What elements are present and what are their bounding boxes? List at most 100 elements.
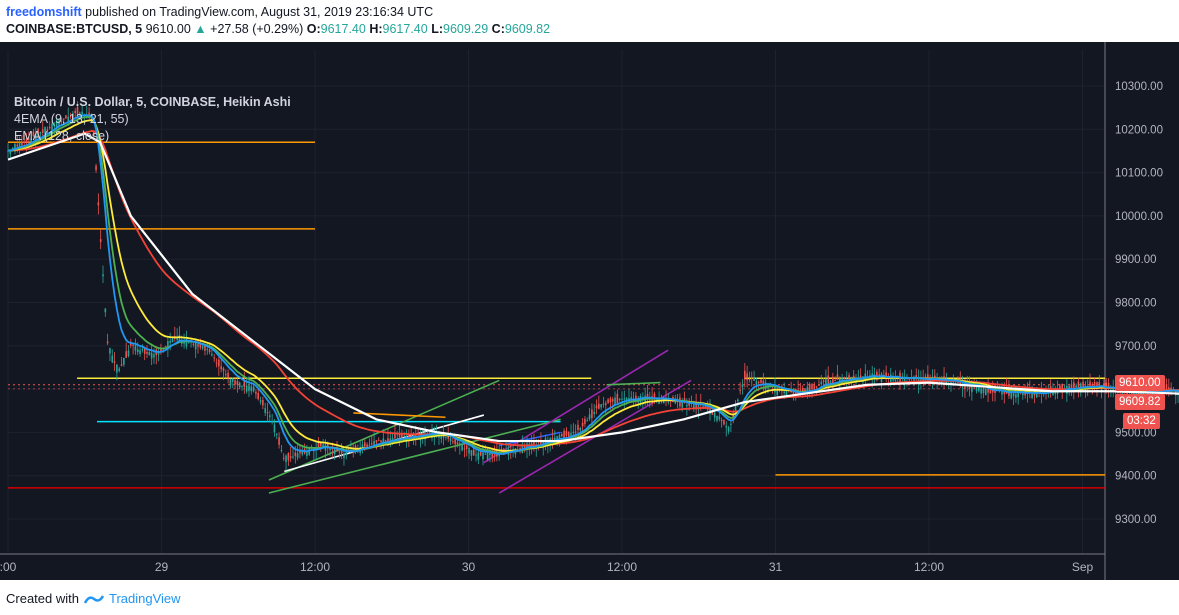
trend-line [483,349,669,464]
candle-body [498,453,500,457]
candle-body [199,342,202,348]
candle-body [465,445,468,449]
candle-body [113,361,116,363]
candle-body [257,393,260,400]
candle-body [157,351,160,355]
candle-body [711,410,714,415]
candle-body [243,380,246,388]
candle-body [456,442,459,445]
candle-body [18,142,21,147]
candle-body [391,437,394,440]
candle-body [1105,382,1108,390]
ema-9-line [7,114,1179,455]
candle-body [285,455,287,463]
candle-body [222,368,225,371]
candle-body [574,431,577,433]
author-name[interactable]: freedomshift [6,5,82,19]
candle-body [273,424,276,433]
low-label: L: [431,22,443,36]
candle-body [25,138,28,143]
candle-body [220,366,222,370]
legend-indicator-ema128[interactable]: EMA (128, close) [14,129,110,143]
candle-body [410,434,412,438]
trend-line [268,418,561,494]
last-price-label: 9610.00 [1115,375,1165,391]
candle-body [403,435,406,437]
candle-body [982,387,985,394]
candle-body [523,445,526,449]
candle-body [245,385,248,392]
trend-line [606,381,661,386]
candle-body [945,378,948,385]
candle-body [616,393,619,403]
candle-body [681,401,684,408]
candle-body [602,403,605,405]
candle-body [127,350,130,357]
candle-body [16,144,19,147]
candle-body [737,399,739,402]
candle-body [1012,391,1015,397]
candle-body [1089,381,1091,387]
candle-body [732,414,735,418]
candle-body [892,377,894,381]
footer: Created with TradingView [6,591,181,606]
price-chart[interactable]: 9300.009400.009500.009600.009700.009800.… [0,42,1179,580]
candle-body [116,364,118,373]
candle-body [1091,383,1094,387]
candle-body [653,393,656,400]
chart-panel[interactable]: 9300.009400.009500.009600.009700.009800.… [0,42,1179,580]
candle-body [693,404,695,410]
candle-body [280,450,283,452]
candle-body [343,453,345,459]
candle-body [111,355,114,363]
candle-body [607,399,609,403]
candle-body [843,378,846,380]
candle-body [120,364,123,366]
candle-body [171,337,174,343]
candle-body [32,131,35,137]
candle-body [1017,391,1020,398]
candle-body [48,126,51,129]
candle-body [1010,389,1013,399]
candle-body [834,380,836,382]
time-tick-label: :00 [0,560,17,574]
candle-body [275,434,278,436]
candle-body [825,378,827,388]
candle-body [1126,392,1128,396]
ema-55-line [7,130,1179,447]
candle-body [153,354,155,358]
tradingview-brand[interactable]: TradingView [108,591,181,606]
candle-body [248,385,250,391]
price-tick-label: 10300.00 [1115,81,1163,93]
candle-body [739,390,741,392]
candle-body [213,357,216,359]
candle-body [317,442,320,448]
candle-body [185,339,188,347]
candle-body [292,456,294,458]
candle-body [380,440,382,443]
trend-line [499,431,561,447]
candle-body [51,123,53,131]
high-label: H: [369,22,383,36]
candle-body [255,391,257,394]
candle-body [28,138,30,140]
candle-body [301,450,304,455]
candle-body [118,368,121,371]
publish-text: published on TradingView.com, August 31,… [81,5,434,19]
candle-body [618,398,621,400]
candle-body [579,427,582,431]
candle-body [533,440,535,448]
candle-body [572,432,575,434]
trend-line [268,379,500,481]
arrow-up-icon: ▲ [194,22,207,36]
candle-body [746,373,748,381]
candle-body [792,390,795,395]
candle-body [646,393,649,397]
candle-body [604,403,607,405]
candle-body [486,451,489,460]
legend-indicator-4ema[interactable]: 4EMA (9, 13, 21, 55) [14,112,129,126]
candle-body [978,385,980,392]
candle-body [414,434,417,438]
candle-body [463,448,466,450]
candle-body [11,148,14,150]
